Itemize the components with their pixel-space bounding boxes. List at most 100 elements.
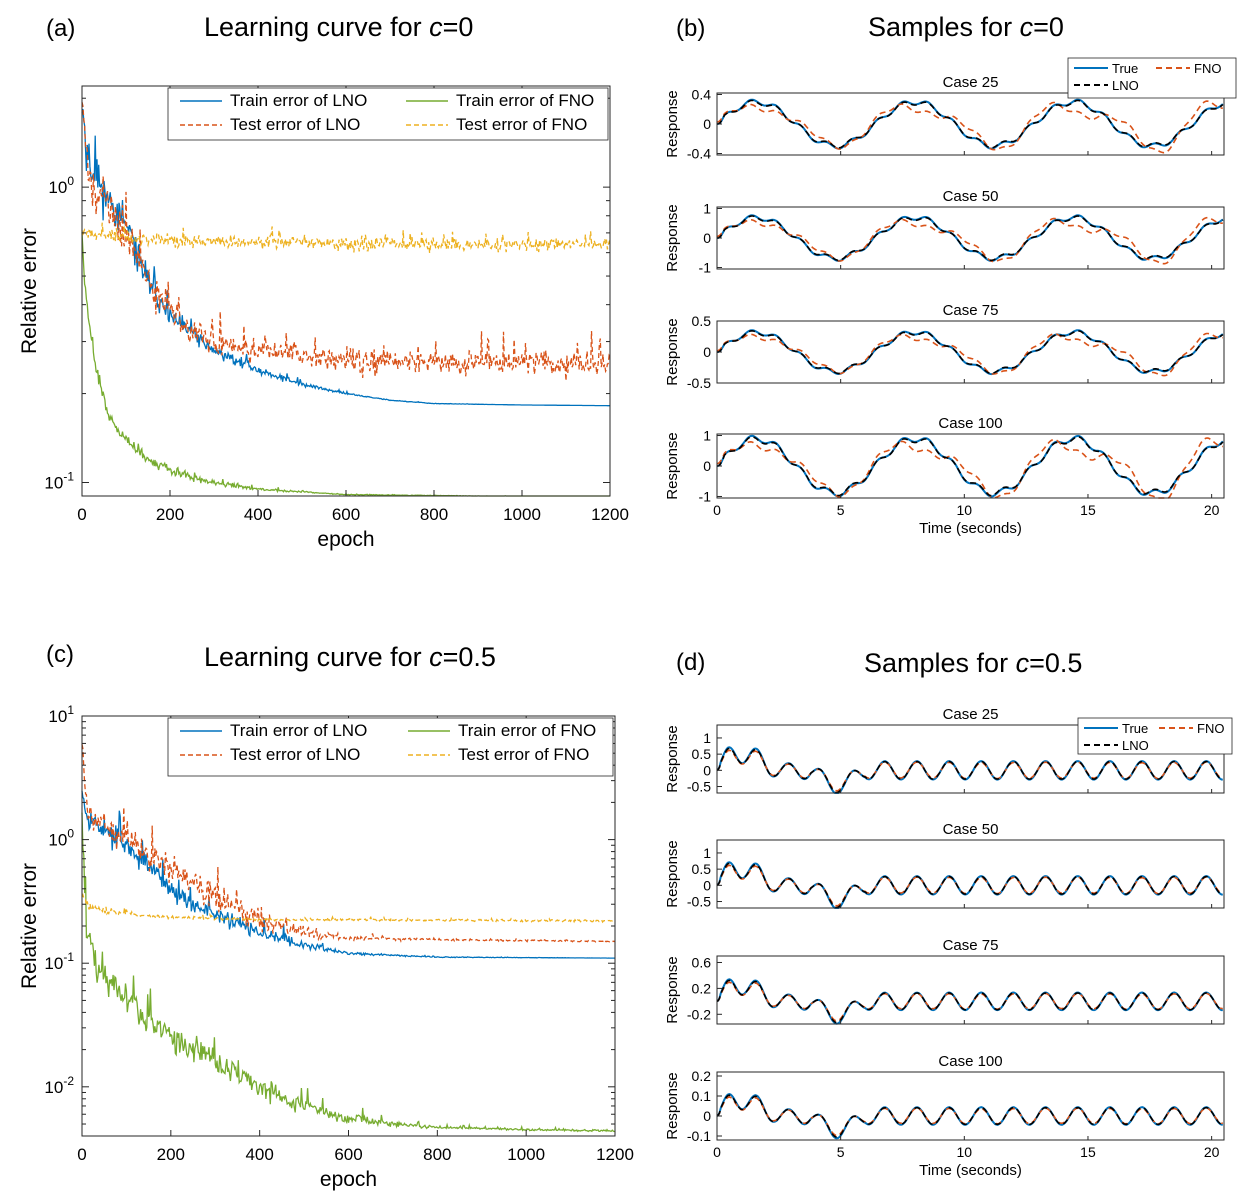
y-tick-label: 0.4 [692, 86, 712, 102]
y-axis-label: Response [664, 204, 681, 272]
legend-label: Test error of LNO [230, 745, 360, 764]
legend-label: Test error of LNO [230, 115, 360, 134]
x-tick-label: 600 [332, 505, 360, 524]
subplot-case-50: -1 0 1 Case 50 Response [664, 188, 1225, 276]
series-fno [716, 1096, 1223, 1137]
subplot-case-75: -0.2 0.2 0.6 Case 75 Response [664, 937, 1225, 1025]
legend-box [1067, 57, 1237, 99]
y-tick-label: -0.4 [687, 146, 711, 162]
panel-d-title: Samples for c=0.5 [864, 648, 1082, 678]
legend-label: Train error of LNO [230, 91, 367, 110]
legend-label: FNO [1197, 721, 1224, 736]
series-lno [717, 329, 1224, 375]
panel-a-letter: (a) [46, 15, 75, 42]
x-tick-label: 0 [77, 505, 86, 524]
x-tick-label: 20 [1204, 502, 1220, 518]
legend: True FNO LNO [1067, 57, 1237, 99]
panel-d-title-value: =0.5 [1029, 648, 1082, 678]
axes-box [81, 715, 616, 1137]
x-tick-label: 20 [1204, 1144, 1220, 1160]
y-tick-label: 10-1 [44, 950, 74, 973]
series-fno [716, 100, 1223, 154]
y-tick-label: 1 [703, 730, 711, 746]
x-tick-label: 600 [334, 1145, 362, 1164]
x-axis-label: epoch [317, 528, 374, 551]
panel-c-title: Learning curve for c=0.5 [204, 642, 496, 672]
panel-c-letter: (c) [46, 641, 74, 668]
x-tick-label: 400 [245, 1145, 273, 1164]
y-tick-label: 10-1 [44, 469, 74, 492]
y-tick-label-base: 10 [44, 473, 63, 492]
legend-label: LNO [1112, 78, 1139, 93]
x-tick-label: 0 [713, 502, 721, 518]
x-tick-label: 1200 [591, 505, 629, 524]
x-tick-label: 15 [1080, 1144, 1096, 1160]
y-tick-label: -1 [699, 260, 712, 276]
x-tick-label: 800 [420, 505, 448, 524]
series-fno [716, 437, 1223, 499]
panel-c-title-value: =0.5 [443, 642, 496, 672]
axes-box [716, 1071, 1225, 1141]
y-tick-label: 0 [703, 458, 711, 474]
subplot-case-75: -0.5 0 0.5 Case 75 Response [664, 302, 1225, 391]
y-tick-label: 0.5 [692, 861, 712, 877]
x-tick-label: 5 [837, 502, 845, 518]
case-title: Case 25 [943, 74, 999, 91]
y-tick-label-exp: 0 [67, 827, 74, 841]
series-lno [716, 979, 1223, 1024]
series-fno [716, 864, 1223, 907]
axes-box [81, 85, 611, 497]
y-tick-label: 100 [48, 827, 74, 850]
series-true [717, 329, 1224, 376]
legend: Train error of LNO Train error of FNO Test… [167, 717, 614, 777]
panel-a-title-text: Learning curve for [204, 12, 429, 42]
legend-label: Train error of FNO [456, 91, 594, 110]
y-tick-label: 0.1 [692, 1088, 712, 1104]
axes-box [716, 955, 1225, 1025]
axes-box [716, 724, 1225, 794]
panel-c-header: (c) Learning curve for c=0.5 [46, 641, 496, 672]
y-tick-label: 1 [703, 200, 711, 216]
y-tick-label-base: 10 [44, 1078, 63, 1097]
axes-box [716, 433, 1225, 499]
chart-learning-curve-c: 0 200 400 600 800 1000 120010-210-1100101epoch… [18, 703, 634, 1191]
series-fno [716, 749, 1223, 792]
y-tick-label: 0 [703, 762, 711, 778]
panel-b-header: (b) Samples for c=0 [676, 12, 1064, 42]
x-tick-label: 15 [1080, 502, 1096, 518]
y-tick-label: -0.5 [687, 779, 711, 795]
x-tick-label: 10 [957, 502, 973, 518]
series-true [716, 978, 1223, 1025]
x-tick-label: 0 [77, 1145, 86, 1164]
series-lno [717, 215, 1224, 262]
y-tick-label: 101 [48, 703, 74, 726]
y-tick-label: -0.5 [687, 894, 711, 910]
y-tick-label-exp: 0 [67, 174, 74, 188]
y-tick-label: 1 [703, 845, 711, 861]
axes-box [716, 839, 1225, 909]
panel-a-title-value: =0 [443, 12, 474, 42]
axes-box [716, 320, 1225, 384]
y-tick-label: 0.5 [692, 313, 712, 329]
series-test-error-of-fno [81, 892, 616, 924]
y-tick-label: 0 [703, 1108, 711, 1124]
panel-a-header: (a) Learning curve for c=0 [46, 12, 473, 42]
series-fno [716, 981, 1223, 1022]
x-tick-label: 800 [423, 1145, 451, 1164]
panel-c-title-var: c [429, 642, 443, 672]
series-test-error-of-lno [81, 744, 616, 943]
legend-box [167, 717, 614, 777]
series-fno [716, 216, 1223, 265]
y-tick-label-exp: -2 [63, 1074, 74, 1088]
x-tick-label: 10 [957, 1144, 973, 1160]
legend-label: Train error of LNO [230, 721, 367, 740]
y-tick-label: 10-2 [44, 1074, 74, 1097]
panel-d-letter: (d) [676, 649, 705, 676]
y-axis-label: Relative error [18, 228, 41, 354]
x-tick-label: 200 [156, 505, 184, 524]
x-axis-label: epoch [320, 1168, 377, 1191]
